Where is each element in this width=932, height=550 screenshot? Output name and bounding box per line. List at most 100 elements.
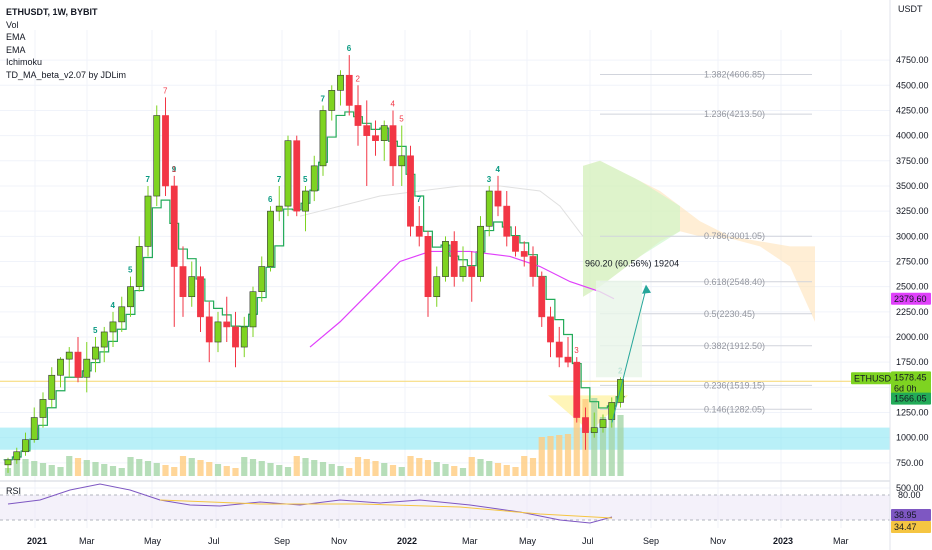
candle-body — [564, 356, 572, 363]
time-tick-label: Sep — [274, 536, 290, 546]
volume-bar — [48, 465, 55, 476]
time-tick-label: 2023 — [773, 536, 793, 546]
candle-body — [503, 205, 511, 237]
price-tick-label: 1250.00 — [896, 407, 929, 417]
volume-bar — [13, 457, 20, 476]
volume-bar — [258, 461, 265, 476]
volume-bar — [416, 458, 423, 476]
candle-body — [205, 316, 213, 343]
volume-bar — [564, 434, 572, 476]
volume-bar — [153, 463, 160, 476]
projection-box — [596, 280, 642, 378]
td-count-label: 9 — [172, 165, 177, 174]
candle-body — [415, 225, 423, 237]
volume-bar — [109, 466, 117, 476]
fib-label: 0.5(2230.45) — [704, 309, 755, 319]
fib-label: 0.236(1519.15) — [704, 380, 765, 390]
candle-body — [389, 125, 397, 167]
candle-body — [582, 417, 589, 433]
volume-bar — [179, 456, 187, 476]
price-tick-label: 2750.00 — [896, 256, 929, 266]
volume-bar — [521, 456, 528, 476]
time-tick-label: Sep — [643, 536, 659, 546]
candle-body — [555, 341, 563, 358]
time-tick-label: Nov — [331, 536, 348, 546]
rsi-ma-badge: 34.47 — [894, 522, 917, 532]
volume-bar — [66, 456, 73, 476]
price-tick-label: 1000.00 — [896, 433, 929, 443]
volume-bar — [214, 464, 222, 476]
candle-body — [179, 266, 187, 298]
volume-bar — [319, 462, 327, 476]
indicator-ichimoku[interactable]: Ichimoku — [6, 57, 43, 67]
candle-body — [275, 205, 283, 212]
candle-body — [337, 74, 344, 91]
candle-body — [214, 321, 222, 343]
indicator-ema-2[interactable]: EMA — [6, 44, 26, 55]
volume-bar — [346, 468, 353, 476]
candle-body — [354, 105, 362, 126]
volume-bar — [101, 464, 108, 476]
candle-body — [109, 321, 117, 333]
last-price-badge: 1578.45 — [894, 372, 927, 382]
candle-body — [310, 165, 318, 192]
price-tick-label: 2250.00 — [896, 307, 929, 317]
candle-body — [249, 291, 257, 328]
indicator-ema-1[interactable]: EMA — [6, 32, 26, 42]
price-tick-label: 2500.00 — [896, 282, 929, 292]
td-count-label: 7 — [321, 94, 326, 103]
time-tick-label: Mar — [833, 536, 849, 546]
volume-bar — [468, 457, 475, 476]
volume-bar — [337, 466, 344, 476]
candle-body — [424, 236, 432, 298]
rsi-ma-line — [159, 499, 613, 519]
candle-body — [267, 210, 274, 267]
candle-body — [363, 125, 371, 136]
volume-bar — [136, 459, 143, 476]
price-tick-label: 750.00 — [896, 458, 924, 468]
candle-body — [135, 246, 143, 287]
price-tick-label: 4000.00 — [896, 131, 929, 141]
volume-bar — [83, 460, 90, 476]
candle-body — [538, 276, 546, 318]
volume-bar — [608, 416, 615, 476]
price-tick-label: 4750.00 — [896, 55, 929, 65]
level-badge-bg — [891, 292, 931, 305]
time-tick-label: Jul — [208, 536, 220, 546]
indicator-vol[interactable]: Vol — [6, 19, 19, 30]
volume-bar — [354, 457, 362, 476]
time-tick-label: May — [144, 536, 162, 546]
td-count-label: 3 — [487, 175, 492, 184]
candle-body — [48, 374, 56, 400]
volume-bar — [223, 466, 230, 476]
volume-bar — [486, 461, 493, 476]
candle-body — [118, 306, 126, 323]
td-count-label: 4 — [391, 99, 396, 108]
volume-bar — [363, 459, 370, 476]
td-count-label: 3 — [574, 346, 579, 355]
volume-bar — [381, 463, 388, 476]
volume-bar — [162, 465, 169, 476]
rsi-tick-label: 80.00 — [898, 490, 921, 500]
candle-body — [302, 190, 309, 212]
candle-body — [494, 190, 502, 207]
volume-bar — [302, 458, 309, 476]
fib-label: 0.618(2548.40) — [704, 277, 765, 287]
volume-bar — [284, 467, 292, 476]
candle-body — [39, 399, 47, 418]
indicator-td-ma[interactable]: TD_MA_beta_v2.07 by JDLim — [6, 69, 127, 80]
volume-bar — [276, 465, 283, 476]
volume-bar — [267, 463, 274, 476]
candle-body — [477, 225, 484, 277]
time-tick-label: 2021 — [27, 536, 47, 546]
volume-bar — [197, 460, 204, 476]
candle-body — [407, 155, 414, 227]
volume-bar — [573, 413, 580, 476]
candle-body — [599, 419, 607, 428]
volume-bar — [459, 468, 467, 476]
candle-body — [127, 286, 134, 308]
volume-bar — [529, 458, 537, 476]
td-count-label: 5 — [128, 266, 133, 275]
ticker-badge: ETHUSDT — [854, 373, 897, 383]
